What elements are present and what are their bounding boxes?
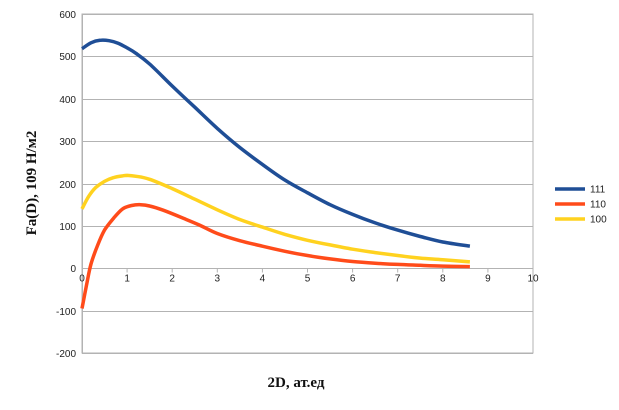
legend-label: 110 [590, 200, 606, 211]
x-axis-tick-labels: 0 1 2 3 4 5 6 7 8 9 10 [79, 274, 539, 285]
x-tick-label: 6 [350, 274, 356, 285]
series-lines [80, 38, 471, 309]
y-tick-label: 300 [59, 137, 76, 148]
legend-label: 100 [590, 215, 607, 226]
legend: 111 110 100 [555, 185, 607, 226]
y-tick-label: -200 [56, 349, 76, 360]
x-tick-label: 5 [305, 274, 311, 285]
y-tick-label: -100 [56, 307, 76, 318]
y-tick-label: 0 [70, 264, 76, 275]
x-axis-title: 2D, ат.ед [268, 375, 325, 391]
y-tick-label: 100 [59, 222, 76, 233]
x-tick-label: 1 [124, 274, 130, 285]
x-tick-label: 10 [527, 274, 539, 285]
y-tick-label: 500 [59, 52, 76, 63]
x-tick-label: 8 [440, 274, 446, 285]
legend-label: 111 [590, 185, 606, 196]
y-tick-label: 400 [59, 95, 76, 106]
x-tick-label: 3 [215, 274, 221, 285]
series-line-111 [81, 38, 471, 248]
y-tick-label: 200 [59, 180, 76, 191]
axes [81, 14, 534, 353]
y-axis-tick-labels: -200 -100 0 100 200 300 400 500 600 [56, 10, 76, 360]
y-tick-label: 600 [59, 10, 76, 21]
x-tick-label: 4 [260, 274, 266, 285]
x-tick-label: 0 [79, 274, 85, 285]
x-tick-label: 9 [485, 274, 491, 285]
series-line-110 [80, 202, 470, 309]
series-line-100 [80, 173, 471, 264]
x-tick-label: 2 [169, 274, 175, 285]
x-tick-label: 7 [395, 274, 401, 285]
y-axis-title: Fa(D), 109 Н/м2 [24, 131, 40, 236]
